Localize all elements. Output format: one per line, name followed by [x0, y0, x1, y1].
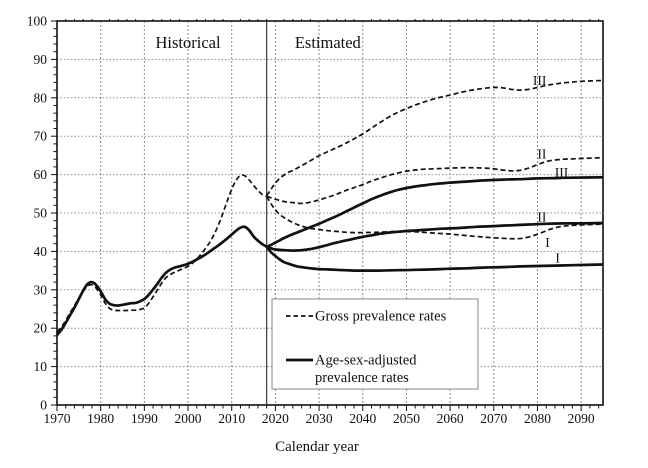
series-adjusted-II: [266, 221, 604, 252]
series-label-gross-I: I: [545, 235, 550, 250]
legend-label: Age-sex-adjusted: [315, 353, 417, 369]
svg-text:2070: 2070: [480, 411, 507, 426]
svg-text:2060: 2060: [437, 411, 464, 426]
series-adjusted-III: [266, 175, 604, 249]
svg-text:20: 20: [34, 321, 48, 336]
series-label-gross-II: II: [537, 146, 546, 161]
svg-text:2080: 2080: [524, 411, 551, 426]
legend-label: prevalence rates: [315, 370, 409, 386]
svg-text:2040: 2040: [349, 411, 376, 426]
svg-text:2010: 2010: [218, 411, 245, 426]
series-gross-historical: [56, 174, 267, 333]
svg-text:1980: 1980: [87, 411, 114, 426]
svg-text:70: 70: [34, 129, 48, 144]
svg-text:40: 40: [34, 244, 48, 259]
series-adjusted-I: [265, 245, 604, 272]
region-label-estimated: Estimated: [295, 33, 362, 52]
legend: Gross prevalence rates Age-sex-adjustedpr…: [271, 298, 479, 390]
y-tick-labels: 0 10 20 30 40 50 60 70 80 90 100: [27, 14, 48, 413]
region-label-historical: Historical: [156, 33, 221, 52]
series-label-adjusted-II: II: [537, 210, 546, 225]
svg-text:2050: 2050: [393, 411, 420, 426]
series-gross-I: [265, 196, 604, 240]
svg-text:2000: 2000: [175, 411, 202, 426]
series-label-gross-III: III: [533, 73, 547, 88]
legend-label: Gross prevalence rates: [315, 309, 447, 325]
svg-text:1990: 1990: [131, 411, 158, 426]
svg-text:60: 60: [34, 167, 48, 182]
svg-text:2030: 2030: [306, 411, 333, 426]
svg-text:10: 10: [34, 359, 48, 374]
svg-text:90: 90: [34, 52, 48, 67]
svg-text:80: 80: [34, 90, 48, 105]
series-label-adjusted-III: III: [555, 165, 569, 180]
svg-text:30: 30: [34, 282, 48, 297]
svg-text:100: 100: [27, 14, 48, 29]
svg-text:1970: 1970: [44, 411, 71, 426]
legend-box: [271, 298, 479, 390]
x-tick-labels: 1970 1980 1990 2000 2010 2020 2030 2040 2050 2060…: [44, 411, 595, 426]
x-axis-title: Calendar year: [275, 439, 359, 455]
svg-text:2090: 2090: [568, 411, 595, 426]
svg-text:50: 50: [34, 206, 48, 221]
axis-ticks: [51, 19, 600, 411]
series-label-adjusted-I: I: [555, 250, 560, 265]
svg-text:0: 0: [40, 398, 47, 413]
series-gross-II: [266, 156, 604, 205]
svg-text:2020: 2020: [262, 411, 289, 426]
series-adjusted-historical: [55, 225, 268, 336]
series-gross-III: [265, 79, 604, 197]
